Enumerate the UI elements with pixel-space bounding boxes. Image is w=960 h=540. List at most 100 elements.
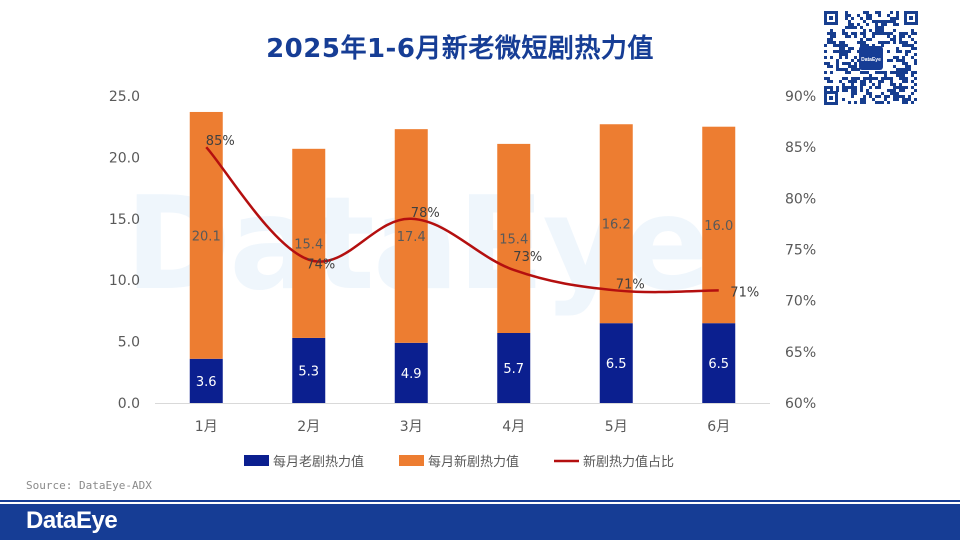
qr-module — [842, 86, 845, 89]
qr-module — [866, 17, 869, 20]
qr-module — [869, 29, 872, 32]
qr-module — [902, 35, 905, 38]
qr-module — [830, 35, 833, 38]
qr-module — [860, 17, 863, 20]
qr-module — [854, 68, 857, 71]
qr-module — [911, 47, 914, 50]
qr-module — [896, 47, 899, 50]
qr-module — [896, 92, 899, 95]
x-tick-label: 6月 — [707, 419, 730, 435]
qr-module — [845, 17, 848, 20]
qr-module — [854, 56, 857, 59]
qr-module — [872, 32, 875, 35]
qr-module — [842, 98, 845, 101]
qr-module — [890, 71, 893, 74]
qr-module — [875, 23, 878, 26]
qr-module — [893, 20, 896, 23]
y-right-tick-label: 80% — [785, 191, 816, 207]
qr-module — [893, 23, 896, 26]
qr-module — [854, 32, 857, 35]
qr-module — [848, 86, 851, 89]
qr-module — [824, 44, 827, 47]
qr-module — [842, 89, 845, 92]
qr-module — [869, 86, 872, 89]
qr-module — [899, 32, 902, 35]
qr-module — [848, 47, 851, 50]
qr-module — [884, 98, 887, 101]
legend-swatch — [399, 455, 424, 466]
qr-module — [902, 32, 905, 35]
qr-module — [902, 59, 905, 62]
bar-old-label: 3.6 — [196, 375, 217, 390]
ratio-label: 85% — [206, 134, 235, 149]
qr-module — [842, 47, 845, 50]
qr-module — [902, 74, 905, 77]
qr-module — [878, 83, 881, 86]
qr-module — [890, 38, 893, 41]
qr-module — [839, 50, 842, 53]
qr-module — [863, 11, 866, 14]
qr-module — [890, 32, 893, 35]
qr-module — [830, 80, 833, 83]
qr-module — [872, 98, 875, 101]
qr-module — [902, 77, 905, 80]
qr-module — [836, 62, 839, 65]
qr-module — [902, 80, 905, 83]
qr-module — [887, 32, 890, 35]
qr-module — [833, 50, 836, 53]
bar-new — [394, 129, 428, 343]
qr-module — [854, 35, 857, 38]
qr-module — [848, 23, 851, 26]
qr-module — [899, 95, 902, 98]
qr-module — [893, 41, 896, 44]
qr-module — [908, 44, 911, 47]
qr-module — [881, 26, 884, 29]
qr-module — [914, 32, 917, 35]
qr-module — [869, 38, 872, 41]
qr-module — [896, 74, 899, 77]
qr-module — [890, 92, 893, 95]
legend-label: 新剧热力值占比 — [583, 454, 674, 470]
qr-module — [890, 17, 893, 20]
y-left-tick-label: 10.0 — [109, 273, 140, 289]
qr-module — [881, 23, 884, 26]
qr-module — [908, 35, 911, 38]
qr-module — [827, 65, 830, 68]
qr-module — [854, 89, 857, 92]
qr-module — [830, 89, 833, 92]
y-left-tick-label: 20.0 — [109, 150, 140, 166]
qr-module — [905, 65, 908, 68]
ratio-label: 74% — [306, 258, 335, 273]
qr-module — [845, 14, 848, 17]
qr-module — [851, 92, 854, 95]
qr-module — [845, 68, 848, 71]
qr-module — [890, 77, 893, 80]
qr-module — [914, 98, 917, 101]
qr-module — [851, 17, 854, 20]
qr-module — [851, 26, 854, 29]
footer-line — [0, 500, 960, 502]
qr-module — [830, 32, 833, 35]
qr-module — [902, 56, 905, 59]
qr-module — [881, 92, 884, 95]
qr-module — [881, 77, 884, 80]
qr-module — [845, 77, 848, 80]
x-tick-label: 2月 — [297, 419, 320, 435]
qr-module — [830, 71, 833, 74]
qr-module — [851, 23, 854, 26]
qr-module — [845, 71, 848, 74]
qr-module — [839, 68, 842, 71]
qr-module — [854, 77, 857, 80]
qr-module — [845, 26, 848, 29]
qr-module — [824, 50, 827, 53]
ratio-label: 71% — [616, 277, 645, 292]
qr-module — [851, 89, 854, 92]
qr-module — [872, 35, 875, 38]
qr-module — [845, 11, 848, 14]
qr-module — [899, 59, 902, 62]
qr-module — [905, 77, 908, 80]
qr-module — [908, 50, 911, 53]
qr-module — [902, 62, 905, 65]
qr-module — [836, 68, 839, 71]
